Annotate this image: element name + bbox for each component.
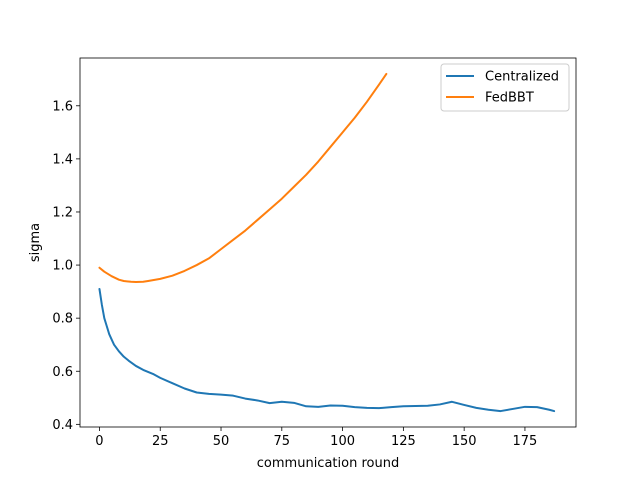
x-tick-label: 100 <box>330 434 355 449</box>
x-tick-label: 75 <box>274 434 291 449</box>
y-axis-ticks: 0.4 0.6 0.8 1.0 1.2 1.4 1.6 <box>52 99 80 433</box>
legend-label-centralized: Centralized <box>485 70 559 85</box>
x-axis-ticks: 0 25 50 75 100 125 150 175 <box>95 427 537 449</box>
series-layer <box>98 72 556 413</box>
legend-label-fedbbt: FedBBT <box>485 91 534 106</box>
x-tick-label: 0 <box>95 434 103 449</box>
x-tick-label: 125 <box>391 434 416 449</box>
axes-frame <box>79 57 577 428</box>
x-tick-label: 25 <box>152 434 169 449</box>
y-tick-label: 1.6 <box>52 99 73 114</box>
x-tick-label: 175 <box>513 434 538 449</box>
y-tick-label: 1.2 <box>52 205 73 220</box>
series-line-fedbbt <box>98 72 388 284</box>
plot-area <box>79 57 577 428</box>
y-tick-label: 0.4 <box>52 418 73 433</box>
y-axis-label: sigma <box>28 223 43 262</box>
series-line-centralized <box>98 287 556 413</box>
y-tick-label: 1.0 <box>52 259 73 274</box>
x-tick-label: 150 <box>452 434 477 449</box>
y-tick-label: 1.4 <box>52 152 73 167</box>
legend: Centralized FedBBT <box>440 63 570 112</box>
y-tick-label: 0.8 <box>52 312 73 327</box>
x-axis-label: communication round <box>257 456 399 471</box>
x-tick-label: 50 <box>213 434 230 449</box>
y-tick-label: 0.6 <box>52 365 73 380</box>
